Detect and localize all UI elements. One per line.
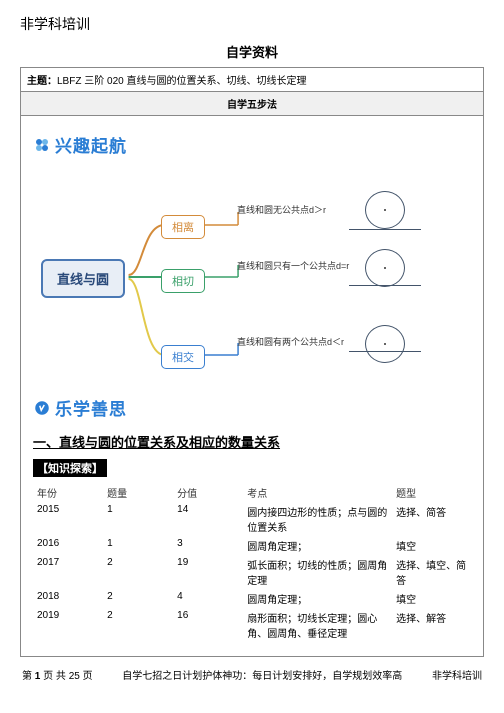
table-header-row: 年份 题量 分值 考点 题型 <box>33 483 471 502</box>
knowledge-label: 知识探索 <box>33 459 107 477</box>
cell-year: 2015 <box>33 502 103 536</box>
mindmap-desc-intersect: 直线和圆有两个公共点d＜r <box>237 335 344 348</box>
diagram-intersect <box>365 325 405 363</box>
cell-kp: 圆内接四边形的性质；点与圆的位置关系 <box>243 502 392 536</box>
section-interest-label: 兴趣起航 <box>55 132 127 157</box>
cell-year: 2019 <box>33 608 103 642</box>
cell-qn: 1 <box>103 536 173 555</box>
mindmap-desc-apart: 直线和圆无公共点d＞r <box>237 203 326 216</box>
cell-score: 4 <box>173 589 243 608</box>
section-interest: 兴趣起航 <box>33 132 471 157</box>
mindmap-desc-tangent: 直线和圆只有一个公共点d=r <box>237 259 349 272</box>
cell-kp: 弧长面积；切线的性质；圆周角定理 <box>243 555 392 589</box>
doc-title: 自学资料 <box>20 42 484 61</box>
cell-kp: 圆周角定理； <box>243 536 392 555</box>
brand-header: 非学科培训 <box>20 14 484 34</box>
mindmap-node-tangent: 相切 <box>161 269 205 293</box>
section-think-label: 乐学善思 <box>55 395 127 420</box>
table-row: 2017 2 19 弧长面积；切线的性质；圆周角定理 选择、填空、简答 <box>33 555 471 589</box>
th-qn: 题量 <box>103 483 173 502</box>
cell-year: 2016 <box>33 536 103 555</box>
badge-icon <box>33 399 51 417</box>
cell-score: 16 <box>173 608 243 642</box>
footer-right: 非学科培训 <box>432 667 482 682</box>
mindmap-node-intersect: 相交 <box>161 345 205 369</box>
th-type: 题型 <box>392 483 471 502</box>
page-footer: 第 1 页 共 25 页 自学七招之日计划护体神功：每日计划安排好，自学规划效率… <box>20 667 484 682</box>
cell-kp: 圆周角定理； <box>243 589 392 608</box>
cell-qn: 1 <box>103 502 173 536</box>
mindmap-root: 直线与圆 <box>41 259 125 298</box>
mindmap-node-apart: 相离 <box>161 215 205 239</box>
cell-year: 2018 <box>33 589 103 608</box>
cell-type: 选择、填空、简答 <box>392 555 471 589</box>
th-year: 年份 <box>33 483 103 502</box>
topic-prefix: 主题： <box>27 76 57 87</box>
cell-year: 2017 <box>33 555 103 589</box>
table-row: 2019 2 16 扇形面积；切线长定理；圆心角、圆周角、垂径定理 选择、解答 <box>33 608 471 642</box>
topic-row: 主题：LBFZ 三阶 020 直线与圆的位置关系、切线、切线长定理 <box>20 67 484 91</box>
diagram-tangent <box>365 249 405 287</box>
diagram-apart <box>365 191 405 229</box>
table-row: 2016 1 3 圆周角定理； 填空 <box>33 536 471 555</box>
topic-code: LBFZ 三阶 020 直线与圆的位置关系、切线、切线长定理 <box>57 76 306 87</box>
cell-score: 19 <box>173 555 243 589</box>
th-kp: 考点 <box>243 483 392 502</box>
cell-score: 3 <box>173 536 243 555</box>
section-think: 乐学善思 <box>33 395 471 420</box>
exam-table: 年份 题量 分值 考点 题型 2015 1 14 圆内接四边形的性质；点与圆的位… <box>33 483 471 642</box>
cell-type: 填空 <box>392 536 471 555</box>
th-score: 分值 <box>173 483 243 502</box>
content-box: 兴趣起航 直线与圆 相离 相切 相交 直线和圆无公共点d＞r 直线和圆只有一个公… <box>20 116 484 657</box>
footer-left: 第 1 页 共 25 页 <box>22 667 93 682</box>
footer-mid: 自学七招之日计划护体神功：每日计划安排好，自学规划效率高 <box>93 667 432 682</box>
cell-type: 填空 <box>392 589 471 608</box>
table-row: 2015 1 14 圆内接四边形的性质；点与圆的位置关系 选择、简答 <box>33 502 471 536</box>
cell-type: 选择、解答 <box>392 608 471 642</box>
cell-qn: 2 <box>103 589 173 608</box>
method-row: 自学五步法 <box>20 91 484 116</box>
table-row: 2018 2 4 圆周角定理； 填空 <box>33 589 471 608</box>
cell-qn: 2 <box>103 608 173 642</box>
cell-kp: 扇形面积；切线长定理；圆心角、圆周角、垂径定理 <box>243 608 392 642</box>
clover-icon <box>33 136 51 154</box>
section1-heading: 一、直线与圆的位置关系及相应的数量关系 <box>33 432 471 451</box>
mindmap: 直线与圆 相离 相切 相交 直线和圆无公共点d＞r 直线和圆只有一个公共点d=r… <box>33 167 471 387</box>
cell-type: 选择、简答 <box>392 502 471 536</box>
cell-score: 14 <box>173 502 243 536</box>
cell-qn: 2 <box>103 555 173 589</box>
